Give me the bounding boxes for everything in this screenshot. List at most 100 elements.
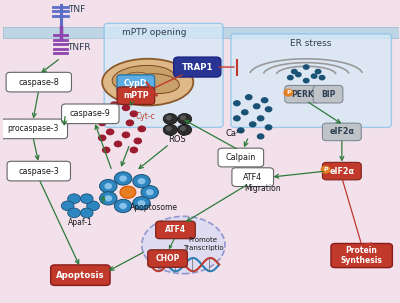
Ellipse shape [112,65,175,93]
Text: Ca²⁺: Ca²⁺ [226,129,244,138]
Text: caspase-9: caspase-9 [70,109,111,118]
Circle shape [166,127,171,130]
Circle shape [120,186,136,198]
Text: TNFR: TNFR [67,43,90,52]
Text: Apoptosome: Apoptosome [130,203,178,212]
Circle shape [265,125,272,130]
Text: Protein
Synthesis: Protein Synthesis [341,246,383,265]
Text: ROS: ROS [168,135,186,144]
Circle shape [80,208,93,218]
Circle shape [284,89,293,96]
FancyBboxPatch shape [104,23,223,127]
FancyBboxPatch shape [285,85,320,103]
Circle shape [250,122,256,127]
Text: procaspase-3: procaspase-3 [7,124,58,133]
Text: TNF: TNF [68,5,85,14]
Circle shape [254,104,260,109]
Circle shape [138,179,145,184]
Circle shape [163,114,178,124]
Text: ER stress: ER stress [290,39,332,48]
Ellipse shape [102,59,193,105]
Circle shape [130,111,138,117]
Circle shape [163,124,178,135]
Circle shape [105,184,112,188]
Circle shape [120,176,126,181]
Circle shape [258,134,264,139]
FancyBboxPatch shape [331,244,392,268]
Circle shape [122,105,130,111]
Circle shape [87,201,100,211]
Circle shape [238,128,244,133]
Text: CHOP: CHOP [155,254,180,263]
FancyBboxPatch shape [51,265,110,285]
Circle shape [319,75,325,80]
Circle shape [110,102,118,108]
Circle shape [234,101,240,106]
FancyBboxPatch shape [117,75,155,92]
Circle shape [100,179,117,193]
FancyBboxPatch shape [218,148,264,167]
Text: caspase-3: caspase-3 [18,167,59,176]
Circle shape [138,201,145,206]
FancyBboxPatch shape [231,34,391,127]
Circle shape [262,98,268,103]
FancyBboxPatch shape [322,123,361,141]
Circle shape [178,114,192,124]
Text: eIF2α: eIF2α [329,127,354,136]
Circle shape [296,72,301,77]
Text: Cyt-c: Cyt-c [136,112,156,121]
Circle shape [80,194,93,204]
Circle shape [68,208,80,218]
Text: Apoptosis: Apoptosis [56,271,105,280]
Circle shape [134,138,141,144]
Circle shape [99,120,106,125]
Circle shape [126,120,134,125]
Text: Promote: Promote [189,238,218,244]
Circle shape [181,116,185,119]
Circle shape [133,197,150,210]
FancyBboxPatch shape [0,119,68,139]
Text: eIF2α: eIF2α [329,167,354,176]
Circle shape [130,147,138,153]
Text: Calpain: Calpain [226,153,256,162]
Text: P: P [323,167,328,172]
FancyBboxPatch shape [3,27,399,38]
Text: Transcriptio: Transcriptio [183,245,224,251]
Circle shape [315,69,321,74]
Circle shape [258,116,264,121]
FancyBboxPatch shape [156,221,195,239]
Text: ATF4: ATF4 [243,173,262,181]
FancyBboxPatch shape [7,161,70,181]
Circle shape [114,199,132,213]
Circle shape [102,108,110,114]
Text: TRAP1: TRAP1 [182,62,213,72]
FancyBboxPatch shape [148,250,187,267]
Text: Apaf-1: Apaf-1 [68,218,93,227]
Text: Migration: Migration [244,184,281,193]
Ellipse shape [132,74,179,94]
Circle shape [311,74,317,78]
Circle shape [68,194,80,204]
Text: CypD: CypD [124,79,148,88]
Text: mPTP opening: mPTP opening [122,28,187,38]
Circle shape [321,166,330,173]
Circle shape [242,110,248,115]
Circle shape [114,172,132,185]
FancyBboxPatch shape [232,168,274,186]
Circle shape [288,75,293,80]
FancyBboxPatch shape [62,104,119,124]
Circle shape [133,175,150,188]
FancyBboxPatch shape [322,162,361,180]
Text: BIP: BIP [321,90,335,99]
Text: mPTP: mPTP [123,91,149,100]
Circle shape [100,192,117,205]
FancyBboxPatch shape [6,72,72,92]
Circle shape [99,135,106,141]
Circle shape [304,65,309,69]
Text: caspase-8: caspase-8 [18,78,59,87]
Circle shape [181,127,185,130]
Circle shape [102,147,110,153]
Circle shape [138,126,145,132]
Ellipse shape [122,72,150,86]
Circle shape [166,116,171,119]
